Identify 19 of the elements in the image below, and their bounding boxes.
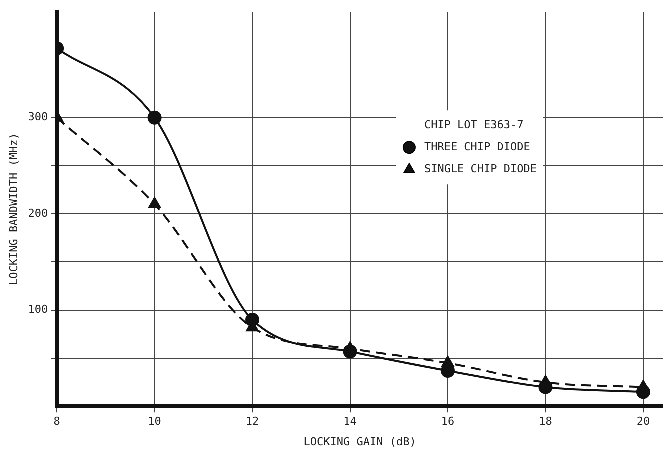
x-tick-label: 14 (344, 415, 358, 428)
y-axis-title: LOCKING BANDWIDTH (MHz) (7, 133, 20, 286)
y-tick-label: 300 (28, 110, 48, 124)
point (148, 197, 161, 208)
x-tick-label: 8 (54, 415, 60, 428)
x-tick-label: 10 (148, 415, 162, 428)
x-tick-label: 16 (441, 415, 455, 428)
x-tick-label: 12 (246, 415, 260, 428)
x-axis-title: LOCKING GAIN (dB) (304, 435, 416, 448)
point (637, 380, 650, 392)
x-tick-label: 20 (636, 415, 650, 428)
y-tick-label: 200 (28, 206, 48, 220)
point (148, 110, 162, 125)
legend-title: CHIP LOT E363-7 (424, 118, 524, 132)
legend-label: SINGLE CHIP DIODE (424, 162, 538, 176)
point (442, 356, 454, 368)
x-tick-label: 18 (539, 415, 552, 428)
legend-label: THREE CHIP DIODE (424, 140, 530, 154)
y-tick-label: 100 (28, 303, 48, 316)
